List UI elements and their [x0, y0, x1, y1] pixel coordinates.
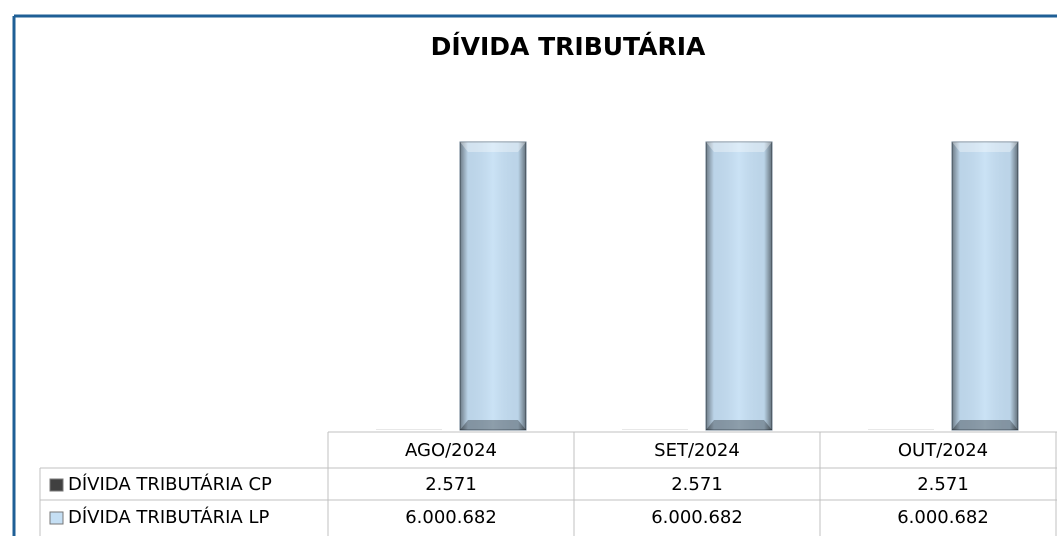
chart-title: DÍVIDA TRIBUTÁRIA [431, 32, 706, 61]
bar-bevel [952, 142, 1018, 152]
bar-bevel [460, 142, 526, 430]
category-label: OUT/2024 [898, 440, 988, 461]
legend-key [49, 511, 64, 525]
table-value: 6.000.682 [651, 507, 743, 528]
legend-label: DÍVIDA TRIBUTÁRIA CP [68, 473, 272, 495]
legend-key [49, 478, 64, 492]
table-value: 6.000.682 [405, 507, 497, 528]
bar-bevel [952, 420, 1018, 430]
legend-label: DÍVIDA TRIBUTÁRIA LP [68, 506, 269, 528]
bar-bevel [706, 420, 772, 430]
category-label: AGO/2024 [405, 440, 497, 461]
table-value: 6.000.682 [897, 507, 989, 528]
bar-bevel [460, 420, 526, 430]
bar-bevel [706, 142, 772, 430]
bar-bevel [706, 142, 772, 152]
data-table-grid [39, 431, 1057, 536]
category-label: SET/2024 [654, 440, 740, 461]
table-value: 2.571 [671, 474, 723, 495]
bar-bevel [460, 142, 526, 152]
bar-bevel [952, 142, 1018, 430]
table-value: 2.571 [917, 474, 969, 495]
table-value: 2.571 [425, 474, 477, 495]
